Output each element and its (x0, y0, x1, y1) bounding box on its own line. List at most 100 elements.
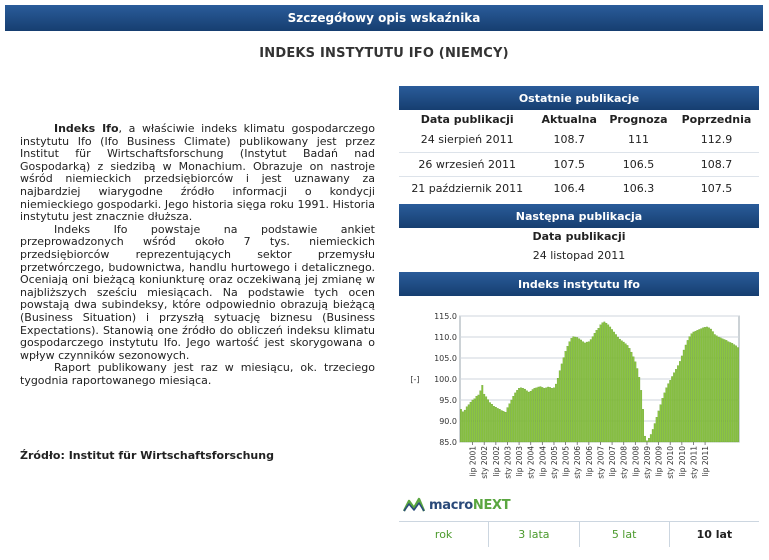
chart-x-tick-label: lip 2004 (538, 446, 547, 477)
chart-bar (644, 435, 646, 443)
chart-bar (522, 388, 524, 443)
chart-bar (566, 346, 569, 443)
chart-bar (708, 327, 710, 443)
chart-bar (494, 406, 497, 443)
chart-y-tick-label: 85.0 (439, 438, 457, 447)
chart-x-tick-label: lip 2008 (631, 446, 640, 477)
chart-bar (539, 386, 542, 443)
chart-x-tick-label: lip 2005 (562, 446, 571, 477)
chart-bar (578, 338, 581, 443)
chart-bar (721, 338, 724, 443)
chart-y-tick-label: 90.0 (439, 417, 457, 426)
chart-bar (601, 322, 604, 443)
chart-bar (582, 341, 584, 443)
chart-bar (663, 392, 666, 443)
chart-bar (479, 390, 482, 443)
chart-bar (727, 341, 730, 443)
chart-bar (555, 383, 557, 443)
chart-bar (496, 408, 499, 443)
chart-bar (504, 412, 507, 443)
chart-x-tick-label: sty 2010 (666, 446, 675, 479)
col-header-actual: Aktualna (541, 112, 597, 126)
chart-bar (713, 334, 716, 443)
chart-x-tick-label: sty 2002 (480, 446, 489, 479)
chart-bar (586, 341, 588, 443)
col-header-previous: Poprzednia (681, 112, 752, 126)
chart-bar (587, 341, 590, 443)
indicator-title: INDEKS INSTYTUTU IFO (NIEMCY) (259, 46, 509, 61)
chart-bar (679, 361, 681, 443)
article-paragraph-2: Indeks Ifo powstaje na podstawie ankiet … (20, 222, 375, 362)
chart-bar (615, 334, 617, 443)
table-row: 21 październik 2011 106.4 106.3 107.5 (399, 176, 759, 200)
chart-bar (462, 411, 464, 443)
chart-bar (524, 388, 526, 443)
chart-bar (520, 387, 522, 443)
cell-date: 24 sierpień 2011 (399, 128, 536, 153)
chart-x-tick-label: sty 2005 (550, 446, 559, 479)
chart-bar (636, 368, 639, 443)
cell-date: 21 październik 2011 (411, 181, 524, 195)
chart-bar (688, 336, 691, 443)
chart-bar (651, 429, 654, 443)
range-tab-1y[interactable]: rok (399, 522, 490, 547)
chart-bar (733, 344, 736, 443)
chart-bar (729, 342, 732, 443)
chart-bar (673, 372, 675, 443)
range-tabs: rok 3 lata 5 lat 10 lat (399, 521, 759, 547)
article-paragraph-1: Indeks Ifo, a właściwie indeks klimatu g… (20, 122, 375, 224)
chart-bar (481, 385, 484, 443)
chart-x-tick-label: lip 2011 (701, 446, 710, 477)
chart-y-tick-label: 110.0 (434, 333, 457, 342)
chart-x-tick-label: sty 2007 (596, 446, 605, 479)
chart-bar (640, 390, 643, 443)
chart-bar (675, 369, 677, 443)
chart-bar (649, 434, 652, 443)
chart-bar (514, 392, 517, 443)
chart-bar (529, 391, 532, 443)
chart-bar (589, 339, 592, 443)
article-p1-text: , a właściwie indeks klimatu gospodarcze… (20, 122, 375, 224)
chart-bar (553, 387, 555, 443)
chart-bar (506, 407, 509, 443)
chart-bar (634, 361, 637, 443)
chart-bar (692, 331, 695, 443)
chart-bar (584, 342, 586, 443)
chart-panel-title: Indeks instytutu Ifo (518, 277, 640, 291)
chart-bar (556, 378, 559, 443)
chart-bar (562, 357, 565, 443)
chart-bar (597, 328, 600, 443)
chart-bar (531, 389, 534, 443)
chart-bar (694, 330, 697, 443)
chart-x-tick-label: lip 2009 (655, 446, 664, 477)
chart-bar (477, 394, 480, 443)
chart-bar (560, 363, 563, 443)
chart-bar (690, 333, 693, 443)
chart-bar (465, 406, 468, 443)
chart-bar (576, 337, 579, 443)
recent-publications-table: Data publikacji Aktualna Prognoza Poprze… (399, 110, 759, 200)
chart-bar (719, 337, 722, 443)
range-tab-10y[interactable]: 10 lat (696, 528, 733, 541)
chart-bar (599, 324, 602, 443)
chart-bar (543, 388, 546, 443)
chart-bar (725, 340, 728, 443)
chart-bar (735, 345, 737, 443)
cell-actual: 108.7 (535, 128, 603, 153)
range-tab-3y[interactable]: 3 lata (489, 522, 580, 547)
chart-bar (682, 349, 685, 443)
chart-bar (648, 438, 650, 443)
chart-bar (593, 333, 596, 443)
chart-bar (653, 423, 656, 443)
article-source: Źródło: Institut für Wirtschaftsforschun… (20, 449, 274, 462)
cell-actual: 106.4 (553, 181, 585, 195)
chart-x-tick-label: lip 2010 (678, 446, 687, 477)
range-tab-5y[interactable]: 5 lat (580, 522, 670, 547)
chart-bar (711, 331, 714, 443)
chart-bar (469, 401, 472, 443)
chart-bar (564, 351, 567, 443)
chart-bar (638, 377, 641, 443)
chart-bar (700, 328, 703, 443)
chart-bar (491, 404, 493, 443)
chart-x-tick-label: lip 2007 (608, 446, 617, 477)
